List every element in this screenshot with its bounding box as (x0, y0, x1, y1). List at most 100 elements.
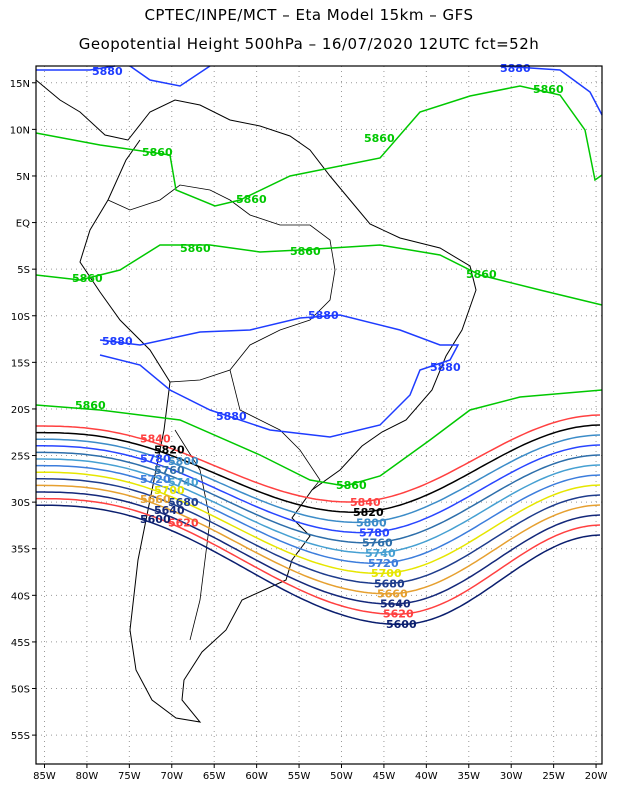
title-line-2: Geopotential Height 500hPa – 16/07/2020 … (78, 35, 540, 53)
contour-5640 (36, 491, 601, 605)
label-5620: 5620 (168, 516, 199, 529)
contour-5780 (36, 444, 601, 534)
label-5860: 5860 (180, 242, 211, 255)
lon-tick-label: 35W (457, 771, 480, 782)
lat-tick-label: 25S (11, 452, 30, 463)
label-5740: 5740 (365, 547, 396, 560)
lon-tick-label: 80W (76, 771, 99, 782)
contour-5880-north-west (36, 65, 116, 71)
lon-tick-label: 65W (203, 771, 226, 782)
contours-bands (36, 414, 601, 626)
map-frame (35, 65, 603, 765)
label-5800: 5800 (356, 516, 387, 529)
label-5640: 5640 (380, 598, 411, 611)
lat-tick-label: 35S (11, 545, 30, 556)
label-5600: 5600 (140, 513, 171, 526)
label-5860: 5860 (364, 132, 395, 145)
lon-tick-label: 55W (288, 771, 311, 782)
label-5860: 5860 (72, 272, 103, 285)
label-5860: 5860 (533, 83, 564, 96)
lon-tick-label: 60W (245, 771, 268, 782)
label-5860: 5860 (142, 146, 173, 159)
lat-tick-label: 10S (11, 312, 30, 323)
label-5780: 5780 (359, 527, 390, 540)
lat-tick-label: 15S (11, 358, 30, 369)
axes: 85W 80W 75W 70W 65W 60W 55W 50W 45W 40W 35W 30W 25W 2… (10, 79, 608, 782)
label-5880: 5880 (430, 361, 461, 374)
contour-5880-north (129, 65, 211, 87)
label-5880: 5880 (308, 309, 339, 322)
lon-tick-label: 75W (118, 771, 141, 782)
lat-tick-label: 40S (11, 591, 30, 602)
label-5780: 5780 (140, 453, 171, 466)
contour-5660 (36, 484, 601, 595)
label-5680: 5680 (374, 577, 405, 590)
lat-tick-label: 50S (11, 685, 30, 696)
lat-tick-label: 55S (11, 731, 30, 742)
lat-tick-label: 30S (11, 498, 30, 509)
lon-tick-label: 25W (542, 771, 565, 782)
label-5700: 5700 (371, 567, 402, 580)
contour-5860-south (35, 389, 603, 487)
label-5680: 5680 (168, 496, 199, 509)
south-america-coast (35, 79, 477, 723)
title-line-1: CPTEC/INPE/MCT – Eta Model 15km – GFS (144, 6, 474, 24)
contour-5680 (36, 478, 601, 585)
label-5880: 5880 (92, 65, 123, 78)
lat-tick-label: 15N (10, 79, 30, 90)
contour-5620 (36, 497, 601, 615)
contour-5840 (36, 414, 601, 503)
label-5880: 5880 (500, 62, 531, 75)
lat-tick-label: 5S (17, 265, 30, 276)
lon-tick-label: 20W (585, 771, 608, 782)
label-5840: 5840 (140, 432, 171, 445)
contour-5860-north (35, 85, 603, 207)
lat-tick-label: 20S (11, 405, 30, 416)
lat-tick-label: EQ (16, 219, 30, 230)
lat-tick-label: 45S (11, 638, 30, 649)
label-5740: 5740 (168, 476, 199, 489)
label-5860: 5860 (290, 245, 321, 258)
lat-tick-label: 10N (10, 125, 30, 136)
lon-tick-label: 45W (373, 771, 396, 782)
label-5880: 5880 (216, 410, 247, 423)
country-borders-2 (229, 369, 321, 491)
label-5860: 5860 (466, 268, 497, 281)
contour-5700 (36, 471, 601, 575)
contour-labels-static: 5880 5880 5880 5880 5880 5880 5860 5860 … (72, 62, 564, 492)
lon-tick-label: 40W (415, 771, 438, 782)
contour-5600 (36, 504, 601, 626)
label-5820: 5820 (353, 506, 384, 519)
label-5860: 5860 (75, 399, 106, 412)
lon-tick-label: 30W (500, 771, 523, 782)
label-5840: 5840 (350, 496, 381, 509)
label-5720: 5720 (368, 557, 399, 570)
label-5700: 5700 (154, 484, 185, 497)
label-5760: 5760 (154, 464, 185, 477)
contour-5880-central (99, 314, 460, 438)
contour-5760 (36, 451, 601, 544)
label-5880: 5880 (102, 335, 133, 348)
contour-labels-bands: 5840584058205820580058005780578057605760… (140, 432, 417, 631)
label-5800: 5800 (168, 455, 199, 468)
contour-5880-north-east (499, 65, 603, 116)
contour-5720 (36, 464, 601, 564)
contour-5860-equator (35, 244, 603, 306)
contour-5820 (36, 424, 601, 513)
lon-tick-label: 50W (330, 771, 353, 782)
lat-tick-label: 5N (16, 172, 30, 183)
lon-tick-label: 85W (33, 771, 56, 782)
country-borders (107, 184, 336, 383)
label-5600: 5600 (386, 618, 417, 631)
contours-static (35, 65, 603, 487)
label-5720: 5720 (140, 473, 171, 486)
contour-5800 (36, 434, 601, 524)
label-5860: 5860 (236, 193, 267, 206)
label-5760: 5760 (362, 537, 393, 550)
label-5640: 5640 (154, 504, 185, 517)
lon-tick-label: 70W (160, 771, 183, 782)
label-5660: 5660 (377, 588, 408, 601)
label-5620: 5620 (383, 608, 414, 621)
